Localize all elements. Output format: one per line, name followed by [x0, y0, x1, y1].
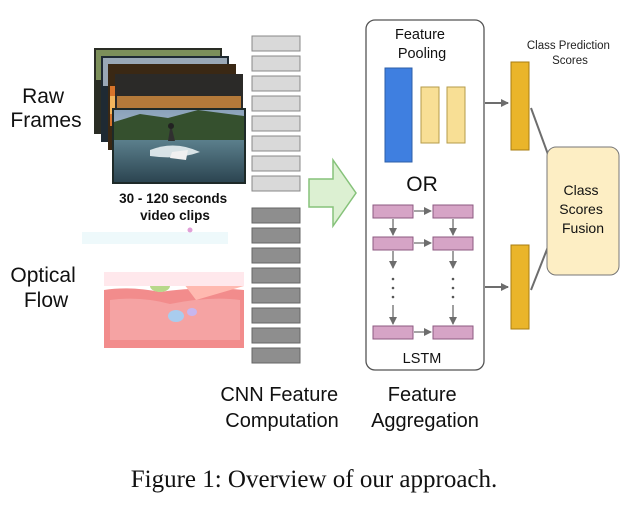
figure-caption: Figure 1: Overview of our approach.: [130, 466, 498, 493]
flow-strip: [82, 232, 228, 244]
pooling-yellow-bar: [446, 86, 466, 144]
optical-flow-label: Optical Flow: [10, 264, 81, 312]
score-bar-top: [510, 61, 530, 151]
aggregation-label: Feature Aggregation: [371, 384, 479, 432]
raw-frames-label: Raw Frames: [10, 85, 81, 132]
flow-feature-column: [251, 207, 301, 364]
lstm-label: LSTM: [403, 351, 442, 367]
or-label: OR: [406, 173, 438, 196]
feature-pooling-label: Feature Pooling: [395, 27, 449, 62]
cnn-label: CNN Feature Computation: [220, 384, 343, 432]
pooling-blue-bar: [384, 67, 413, 163]
optical-flow-image: [104, 272, 244, 348]
frame-feature-column: [251, 35, 301, 192]
score-bar-bottom: [510, 244, 530, 330]
class-scores-fusion-box: [546, 146, 620, 276]
raw-frames-stack: [94, 48, 246, 184]
pooling-yellow-bar: [420, 86, 440, 144]
class-prediction-label: Class Prediction Scores: [527, 40, 613, 67]
green-flow-arrow: [308, 157, 357, 229]
lstm-grid: [372, 204, 474, 340]
clip-length-label: 30 - 120 seconds video clips: [119, 191, 231, 223]
fusion-label: Class Scores Fusion: [559, 182, 606, 236]
